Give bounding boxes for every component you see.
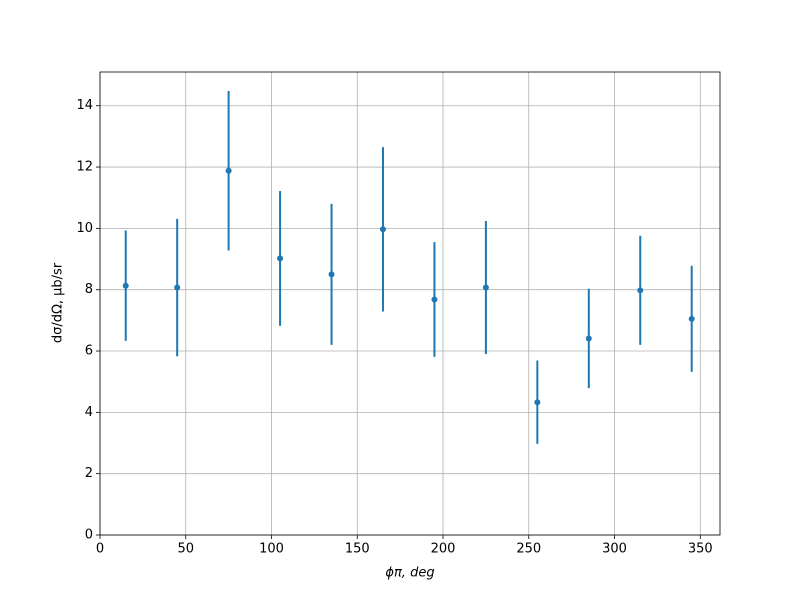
y-axis-label: dσ/dΩ, μb/sr	[51, 262, 66, 343]
x-tick-label: 100	[259, 542, 284, 557]
data-point	[122, 282, 129, 289]
x-tick-label: 50	[177, 542, 194, 557]
x-tick-label: 200	[431, 542, 456, 557]
x-tick-label: 300	[602, 542, 627, 557]
y-tick-label: 4	[85, 405, 93, 420]
y-tick-label: 6	[85, 344, 93, 359]
x-tick-label: 0	[96, 542, 104, 557]
y-tick-label: 8	[85, 282, 93, 297]
x-tick-label: 150	[345, 542, 370, 557]
y-tick-label: 10	[76, 221, 93, 236]
data-point	[174, 284, 181, 291]
data-point	[379, 226, 386, 233]
data-point	[482, 284, 489, 291]
data-point	[585, 335, 592, 342]
data-point	[637, 287, 644, 294]
y-tick-label: 14	[76, 98, 93, 113]
x-tick-label: 250	[516, 542, 541, 557]
data-point	[431, 296, 438, 303]
y-tick-label: 0	[85, 528, 93, 543]
data-point	[277, 255, 284, 262]
data-point	[225, 167, 232, 174]
x-tick-label: 350	[688, 542, 713, 557]
y-tick-label: 12	[76, 160, 93, 175]
data-point	[688, 315, 695, 322]
data-point	[534, 399, 541, 406]
plot-frame	[99, 71, 721, 536]
data-point	[328, 271, 335, 278]
y-tick-label: 2	[85, 466, 93, 481]
x-axis-label: ϕπ, deg	[385, 566, 434, 581]
